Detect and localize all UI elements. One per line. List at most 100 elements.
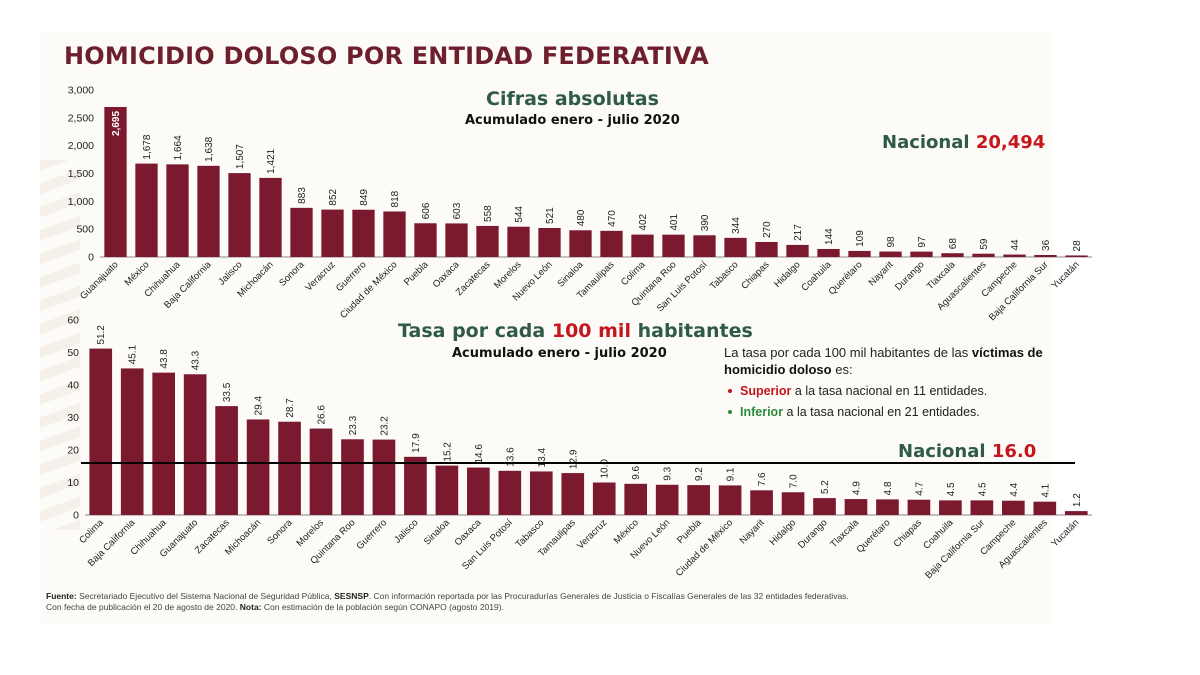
fuente-pre: Secretariado Ejecutivo del Sistema Nacio… (79, 591, 332, 601)
bar-value-label: 144 (824, 228, 835, 245)
bar (215, 406, 238, 515)
bar (372, 439, 396, 515)
bar-value-label: 849 (359, 189, 370, 206)
y-tick-label: 50 (67, 347, 79, 359)
bar-value-label: 14.6 (474, 444, 485, 464)
bar (655, 484, 679, 515)
bar-value-label: 26.6 (317, 405, 328, 425)
rate-note: La tasa por cada 100 mil habitantes de l… (724, 344, 1044, 378)
bar-value-label: 7.6 (757, 472, 768, 486)
bar-value-label: 1.2 (1072, 493, 1083, 507)
bar (1064, 511, 1088, 515)
bullet-superior-text: a la tasa nacional en 11 entidades. (794, 384, 988, 398)
note-post: es: (835, 362, 853, 377)
bullet-superior: Superior a la tasa nacional en 11 entida… (724, 384, 987, 398)
bar (1065, 255, 1088, 257)
y-tick-label: 40 (67, 380, 79, 392)
bar-value-label: 44 (1010, 239, 1021, 251)
bar (321, 209, 344, 257)
bar-value-label: 344 (731, 217, 742, 234)
y-tick-label: 1,000 (68, 196, 94, 208)
bar (445, 223, 468, 257)
bar-value-label: 5.2 (820, 480, 831, 494)
page-title: HOMICIDIO DOLOSO POR ENTIDAD FEDERATIVA (64, 42, 709, 70)
bar (781, 492, 805, 515)
bar-value-label: 28 (1072, 240, 1083, 252)
bar-value-label: 43.3 (191, 350, 202, 370)
bar (1001, 500, 1025, 515)
top-chart-nacional: Nacional 20,494 (882, 132, 1045, 153)
x-category-label: México (123, 259, 152, 288)
bar (662, 234, 685, 257)
x-category-label: Ciudad de México (338, 259, 400, 321)
fuente-bold: SESNSP (334, 591, 369, 601)
bar (813, 498, 836, 515)
subtitle-pre: Tasa por cada (398, 320, 546, 342)
bar-value-label: 4.9 (851, 481, 862, 495)
bar (718, 485, 742, 515)
bar-value-label: 401 (669, 214, 680, 231)
bar (135, 163, 158, 257)
x-category-label: Colima (77, 517, 106, 546)
bullet-superior-bold: Superior (740, 384, 792, 398)
x-category-label: Veracruz (303, 259, 337, 293)
bottom-chart-subtitle: Tasa por cada 100 mil habitantes (398, 320, 753, 342)
note-bold: víctimas de homicidio doloso (724, 345, 1043, 377)
bar-value-label: 480 (576, 209, 587, 226)
bar-value-label: 51.2 (96, 325, 107, 345)
bar-value-label: 852 (328, 188, 339, 205)
bullet-dot-icon (728, 409, 732, 414)
bar-value-label: 270 (762, 221, 773, 238)
bar-value-label: 29.4 (254, 396, 265, 416)
bar (687, 485, 710, 515)
bar (435, 465, 459, 515)
top-bar-chart: 0 500 1,000 1,500 2,000 2,500 3,000 2,695 Guanaj… (68, 85, 1092, 323)
bar (89, 348, 113, 515)
subtitle-highlight: 100 mil (551, 320, 631, 342)
bar-value-label: 4.7 (914, 481, 925, 495)
y-tick-label: 2,500 (68, 112, 94, 124)
bar (507, 226, 530, 257)
fuente-label: Fuente: (46, 591, 77, 601)
x-category-label: Guerrero (354, 517, 389, 552)
bar-value-label: 23.2 (379, 416, 390, 436)
bar (1034, 254, 1057, 257)
bar (183, 374, 207, 515)
nacional-rate-value: 16.0 (991, 441, 1037, 462)
bar (1003, 254, 1026, 257)
bullet-dot-icon (728, 388, 732, 393)
x-category-label: Durango (796, 517, 830, 551)
y-tick-label: 60 (67, 315, 79, 327)
x-category-label: Nayarit (738, 517, 767, 546)
footer-date: Con fecha de publicación el 20 de agosto… (46, 601, 238, 612)
bullet-inferior: Inferior a la tasa nacional en 21 entida… (724, 405, 980, 419)
bar-value-label: 9.6 (631, 465, 642, 479)
top-chart-period: Acumulado enero - julio 2020 (465, 113, 680, 128)
nota-label: Nota: (239, 601, 262, 612)
bar-value-label: 68 (948, 238, 959, 250)
x-category-label: Guanajuato (78, 259, 121, 302)
bar-value-label: 45.1 (128, 345, 139, 365)
bar (166, 164, 189, 257)
bar-value-label: 390 (700, 214, 711, 231)
bar (631, 234, 654, 257)
bar (414, 223, 437, 257)
bar (600, 230, 623, 257)
note-pre: La tasa por cada 100 mil habitantes de l… (724, 345, 969, 360)
bar-value-label: 43.8 (159, 349, 170, 369)
bar (972, 253, 995, 257)
nacional-rate-label: Nacional (898, 441, 986, 462)
x-category-label: Morelos (294, 517, 326, 549)
bar (538, 227, 561, 257)
x-category-label: Yucatán (1049, 517, 1081, 549)
x-category-label: México (612, 517, 641, 546)
slide-background (40, 32, 1052, 624)
y-tick-label: 10 (67, 477, 79, 489)
bar (592, 482, 616, 515)
bar-value-label: 4.1 (1040, 483, 1051, 497)
bar-value-label: 217 (793, 224, 804, 241)
bar (476, 225, 499, 257)
x-category-label: Durango (893, 259, 927, 293)
y-tick-label: 0 (73, 510, 79, 522)
